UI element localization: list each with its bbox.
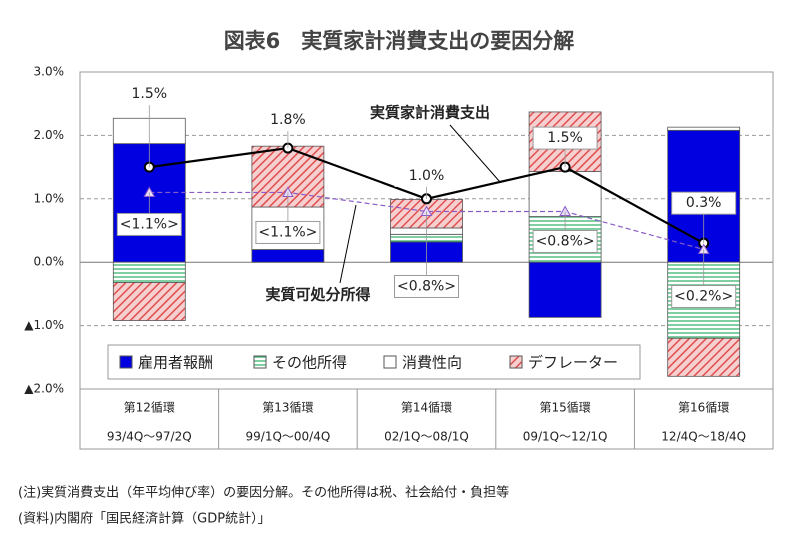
series-annotation: 実質可処分所得 [265, 286, 370, 304]
legend-label: 消費性向 [402, 354, 462, 372]
data-label: <1.1%> [258, 224, 317, 240]
data-label: <0.8%> [397, 278, 456, 294]
bar-segment [528, 261, 602, 318]
x-tick-label: 第12循環 [124, 401, 175, 415]
data-label: 1.5% [547, 130, 583, 146]
x-tick-label: 第15循環 [539, 401, 590, 415]
bar-segment [251, 249, 325, 263]
y-tick-label: 1.0% [34, 191, 65, 205]
data-label: 1.5% [132, 86, 168, 102]
data-label: <1.1%> [120, 216, 179, 232]
label-box [671, 285, 737, 309]
period-label: 09/1Q～12/1Q [523, 430, 608, 444]
label-box [255, 220, 321, 244]
y-tick-label: 3.0% [34, 65, 65, 79]
legend-label: その他所得 [272, 354, 347, 372]
y-tick-label: 0.0% [34, 255, 65, 269]
legend-swatch [119, 355, 133, 369]
bar-segment [667, 337, 741, 377]
label-box [394, 164, 459, 187]
label-box [532, 229, 598, 253]
x-tick-label: 第14循環 [401, 401, 452, 415]
data-label: 0.3% [686, 195, 722, 211]
y-tick-label: ▲2.0% [24, 382, 64, 396]
bar-segment [667, 126, 741, 131]
line [149, 191, 704, 251]
legend-box [107, 344, 641, 380]
callout-arrow [449, 124, 501, 183]
chart-title: 図表6 実質家計消費支出の要因分解 [224, 29, 575, 53]
legend-label: デフレーター [528, 354, 618, 372]
period-label: 93/4Q～97/2Q [107, 430, 192, 444]
legend-label: 雇用者報酬 [138, 354, 213, 372]
legend-swatch [509, 355, 523, 369]
data-label: 1.0% [409, 168, 445, 184]
legend-swatch [383, 355, 397, 369]
period-label: 02/1Q～08/1Q [384, 430, 469, 444]
series-annotation: 実質家計消費支出 [370, 104, 490, 122]
callout-arrow [339, 204, 357, 284]
label-box [671, 191, 737, 215]
bar-segment [112, 261, 186, 283]
label-box [532, 126, 598, 150]
label-box [117, 83, 182, 106]
data-label: 1.8% [270, 112, 306, 128]
data-label: <0.8%> [536, 233, 595, 249]
x-tick-label: 第13循環 [262, 401, 313, 415]
category-table [79, 388, 774, 450]
note: (資料)内閣府「国民経済計算（GDP統計）」 [18, 511, 271, 527]
label-box [394, 274, 459, 298]
y-tick-label: ▲1.0% [24, 318, 64, 332]
label-box [255, 109, 320, 132]
x-tick-label: 第16循環 [678, 401, 729, 415]
label-box [116, 212, 182, 236]
period-label: 99/1Q～00/4Q [246, 430, 331, 444]
data-label: <0.2%> [674, 289, 733, 305]
note: (注)実質消費支出（年平均伸び率）の要因分解。その他所得は税、社会給付・負担等 [18, 485, 509, 501]
legend-swatch [253, 355, 267, 369]
y-tick-label: 2.0% [34, 128, 65, 142]
bar-segment [112, 282, 186, 321]
period-label: 12/4Q～18/4Q [661, 430, 746, 444]
